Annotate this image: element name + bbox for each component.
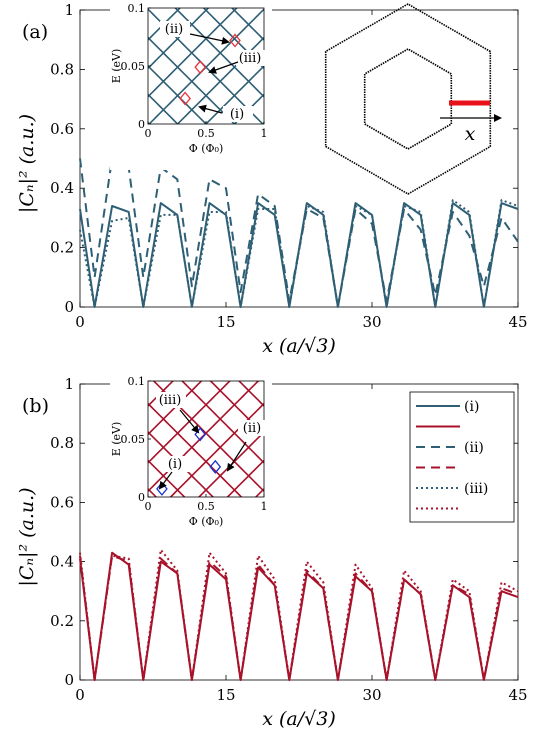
annotation-arrow	[189, 33, 230, 45]
outer-hexagon-ring	[324, 3, 492, 195]
x-axis-label: x (a/√3)	[262, 708, 336, 730]
inset-y-tick-label: 0	[138, 118, 145, 131]
inset-x-tick-label: 0.5	[197, 500, 215, 513]
series-line-dotted	[79, 199, 519, 308]
x-tick-label: 30	[362, 686, 381, 704]
x-axis-label: x (a/√3)	[262, 335, 336, 357]
inset-x-tick-label: 0.5	[197, 127, 215, 140]
x-tick-label: 45	[508, 313, 527, 331]
schematic-x-label: x	[465, 123, 476, 145]
annotation-label: (i)	[230, 107, 244, 122]
legend-box	[409, 391, 515, 523]
annotation-bg	[160, 21, 190, 37]
annotation-label: (iii)	[239, 51, 262, 66]
y-tick-label: 0.2	[50, 239, 74, 257]
energy-band	[174, 8, 264, 98]
series-line-dashed	[79, 157, 519, 308]
energy-band	[204, 65, 264, 124]
y-tick-label: 0.6	[50, 120, 74, 138]
annotation-bg	[236, 50, 266, 66]
energy-band	[148, 8, 182, 41]
annotation-label: (iii)	[159, 393, 182, 408]
annotation-label: (i)	[168, 457, 182, 472]
annotation-label: (ii)	[243, 421, 261, 436]
energy-band	[226, 459, 264, 497]
y-tick-label: 0.4	[50, 553, 74, 571]
annotation-arrow	[208, 61, 239, 74]
series-line-dashed	[79, 554, 519, 681]
y-tick-label: 1	[64, 375, 74, 393]
inset-y-tick-label: 0.05	[121, 433, 146, 446]
panel-b: 0 15 30 45 0 0.2 0.4 0.6 0.8 1 x (a/√3) |Cₙ|² (a.u.…	[16, 375, 528, 730]
energy-band	[148, 403, 243, 497]
energy-band	[230, 8, 264, 41]
panel-label: (a)	[22, 21, 48, 43]
y-tick-label: 0.8	[50, 60, 74, 78]
energy-band	[148, 93, 179, 124]
annotation-bg	[156, 392, 186, 408]
energy-band	[148, 459, 186, 497]
inset-x-label: Φ (Φ₀)	[189, 515, 224, 528]
legend-label: (iii)	[464, 481, 488, 497]
series-line-dotted	[79, 548, 519, 681]
x-tick-label: 15	[216, 686, 235, 704]
annotation-bg	[223, 106, 253, 122]
state-marker	[194, 60, 207, 75]
x-tick-label: 15	[216, 313, 235, 331]
inset-y-label: E (eV)	[110, 49, 123, 84]
panel-a: 0 15 30 45 0 0.2 0.4 0.6 0.8 1 x (a/√3) |Cₙ|² (a.u.…	[16, 1, 528, 357]
inset-y-label: E (eV)	[110, 422, 123, 457]
y-tick-label: 0.6	[50, 493, 74, 511]
y-tick-label: 0.8	[50, 434, 74, 452]
inner-hexagon-ring	[363, 48, 453, 150]
x-tick-label: 30	[362, 313, 381, 331]
x-tick-label: 45	[508, 686, 527, 704]
energy-band	[209, 381, 264, 435]
energy-band	[202, 8, 264, 69]
annotation-bg	[238, 420, 268, 436]
y-tick-label: 0	[64, 298, 74, 316]
energy-band	[148, 65, 208, 124]
inset-y-tick-label: 0.1	[128, 2, 146, 15]
inset-x-tick-label: 1	[261, 500, 268, 513]
panel-label: (b)	[22, 395, 49, 417]
plot-frame	[79, 383, 519, 681]
state-marker	[179, 91, 191, 106]
annotation-arrow	[226, 441, 247, 472]
inset-y-tick-label: 0.1	[128, 375, 146, 388]
inset-x-tick-label: 0	[145, 127, 152, 140]
legend-label: (ii)	[464, 440, 484, 456]
inset-y-tick-label: 0.05	[121, 60, 146, 73]
energy-band	[148, 37, 236, 124]
energy-band	[148, 431, 215, 497]
annotation-arrow	[158, 471, 173, 490]
legend-label: (i)	[464, 399, 479, 415]
annotation-bg	[161, 456, 191, 472]
inset-x-tick-label: 0	[145, 500, 152, 513]
annotation-label: (ii)	[165, 22, 183, 37]
state-marker	[229, 33, 241, 48]
energy-band	[237, 381, 264, 407]
y-tick-label: 0.2	[50, 612, 74, 630]
annotation-arrow	[198, 104, 223, 114]
inset-y-tick-label: 0	[138, 491, 145, 504]
y-tick-label: 0.4	[50, 179, 74, 197]
energy-band	[148, 381, 175, 407]
y-axis-label: |Cₙ|² (a.u.)	[16, 114, 38, 213]
annotation-arrow	[179, 409, 200, 434]
y-tick-label: 0	[64, 671, 74, 689]
y-axis-label: |Cₙ|² (a.u.)	[16, 487, 38, 586]
state-marker	[209, 459, 222, 474]
y-tick-label: 1	[64, 1, 74, 19]
inset-x-tick-label: 1	[261, 127, 268, 140]
energy-band	[148, 381, 203, 435]
inset-x-label: Φ (Φ₀)	[189, 142, 224, 155]
x-tick-label: 0	[75, 313, 85, 331]
x-tick-label: 0	[75, 686, 85, 704]
